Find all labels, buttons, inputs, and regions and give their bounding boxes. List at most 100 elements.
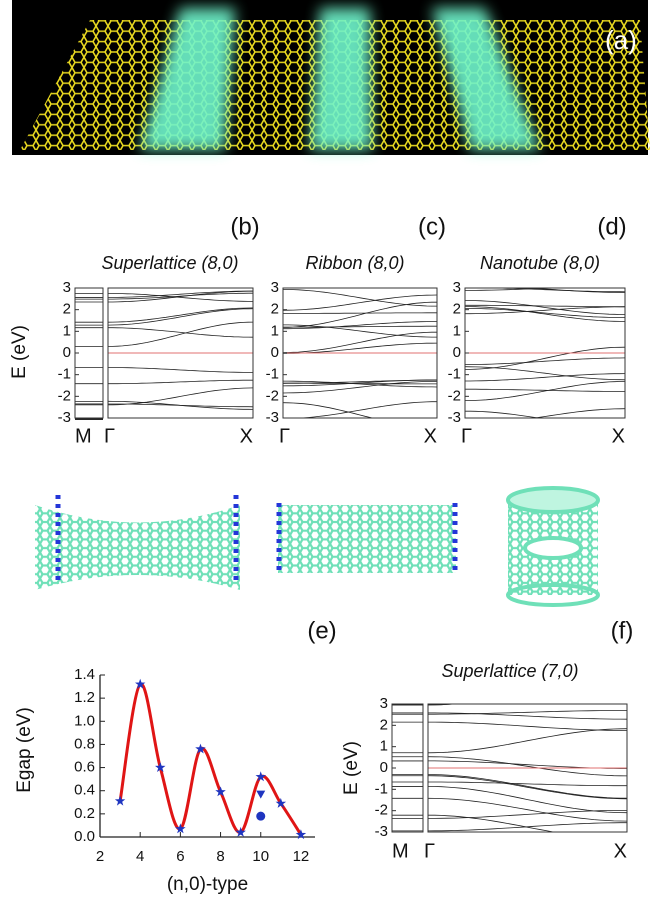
x-tick-label: 8 [216, 848, 224, 865]
y-tick-label: 1 [63, 322, 71, 339]
band-line [283, 312, 437, 314]
band-line [465, 373, 625, 382]
band-line [108, 307, 253, 323]
x-tick-label: X [614, 840, 627, 862]
bands [465, 288, 625, 418]
band-line [428, 704, 460, 706]
panel-label: (b) [230, 213, 259, 240]
band-line [283, 379, 437, 387]
plot-frame [74, 287, 104, 419]
band-line [465, 304, 625, 308]
y-tick-label: -2 [375, 802, 388, 819]
plot-frame [427, 703, 628, 833]
band-line [108, 292, 253, 300]
band-line [428, 710, 627, 715]
y-axis-label: E (eV) [341, 741, 362, 795]
star-point [295, 829, 307, 840]
y-tick-label: 1.2 [74, 689, 95, 706]
y-tick-label: 3 [63, 279, 71, 296]
y-tick-label: -1 [448, 366, 461, 383]
band-line [428, 775, 627, 800]
y-tick-label: 1.4 [74, 666, 95, 683]
band-line [465, 346, 625, 370]
band-line [108, 293, 253, 302]
y-tick-label: -1 [58, 366, 71, 383]
star-point [215, 786, 226, 797]
y-tick-label: 0 [380, 759, 388, 776]
y-tick-label: 3 [271, 279, 279, 296]
star-point [255, 771, 266, 782]
x-tick-label: 2 [96, 848, 104, 865]
star-point [275, 797, 287, 808]
x-tick-label: X [612, 425, 625, 447]
band-line [108, 387, 253, 406]
bands [108, 290, 253, 443]
y-tick-label: 0.6 [74, 759, 95, 776]
band-line [283, 381, 437, 394]
bands [428, 704, 627, 832]
x-tick-label: Γ [279, 425, 290, 447]
band-line [428, 704, 459, 706]
band-line [108, 400, 253, 410]
x-tick-label: Γ [424, 840, 435, 862]
y-axis-label: E (eV) [9, 325, 30, 379]
panel-label: (d) [597, 213, 626, 240]
band-line [108, 367, 253, 373]
y-tick-label: -1 [266, 366, 279, 383]
chart-title: Superlattice (7,0) [441, 661, 578, 681]
y-tick-label: -3 [375, 823, 388, 840]
band-line [465, 306, 625, 322]
y-tick-label: 3 [453, 279, 461, 296]
y-tick-label: 3 [380, 695, 388, 712]
fit-curve [118, 682, 303, 836]
x-tick-label: X [240, 425, 253, 447]
y-tick-label: -2 [58, 387, 71, 404]
band-line [465, 366, 625, 381]
y-tick-label: 1 [271, 322, 279, 339]
band-line [283, 382, 437, 385]
x-tick-label: 4 [136, 848, 144, 865]
band-line [465, 308, 625, 318]
band-line [428, 781, 627, 787]
y-tick-label: -3 [448, 409, 461, 426]
band-line [283, 380, 437, 388]
plot-frame [107, 287, 254, 419]
band-line [428, 797, 627, 822]
x-tick-label: 6 [176, 848, 184, 865]
y-tick-label: 0 [271, 344, 279, 361]
panel-label: (a) [605, 25, 637, 55]
y-tick-label: -3 [58, 409, 71, 426]
y-tick-label: 0.0 [74, 828, 95, 845]
y-tick-label: 2 [63, 301, 71, 318]
star-point [135, 678, 146, 689]
y-tick-label: -2 [266, 387, 279, 404]
band-line [465, 388, 625, 392]
x-tick-label: X [424, 425, 437, 447]
y-tick-label: -1 [375, 780, 388, 797]
circle-point [256, 811, 266, 821]
y-tick-label: 2 [271, 301, 279, 318]
x-tick-label: M [75, 425, 92, 447]
band-line [428, 712, 627, 720]
band-line [108, 290, 253, 303]
triangle-point [256, 790, 266, 799]
x-axis-label: (n,0)-type [167, 874, 248, 895]
y-tick-label: 2 [453, 301, 461, 318]
molecule-illustrations [35, 486, 600, 607]
band-line [108, 420, 253, 439]
star-point [114, 795, 126, 806]
star-point [195, 743, 206, 754]
star-point [235, 826, 246, 837]
band-line [283, 294, 437, 311]
y-tick-label: 1 [380, 738, 388, 755]
band-line [465, 300, 625, 315]
y-tick-label: 1 [453, 322, 461, 339]
band-line [108, 419, 253, 443]
y-tick-label: 0 [453, 344, 461, 361]
y-tick-label: 1.0 [74, 712, 95, 729]
band-line [428, 774, 627, 799]
band-line [465, 381, 625, 401]
x-tick-label: 10 [252, 848, 269, 865]
band-line [465, 357, 625, 365]
